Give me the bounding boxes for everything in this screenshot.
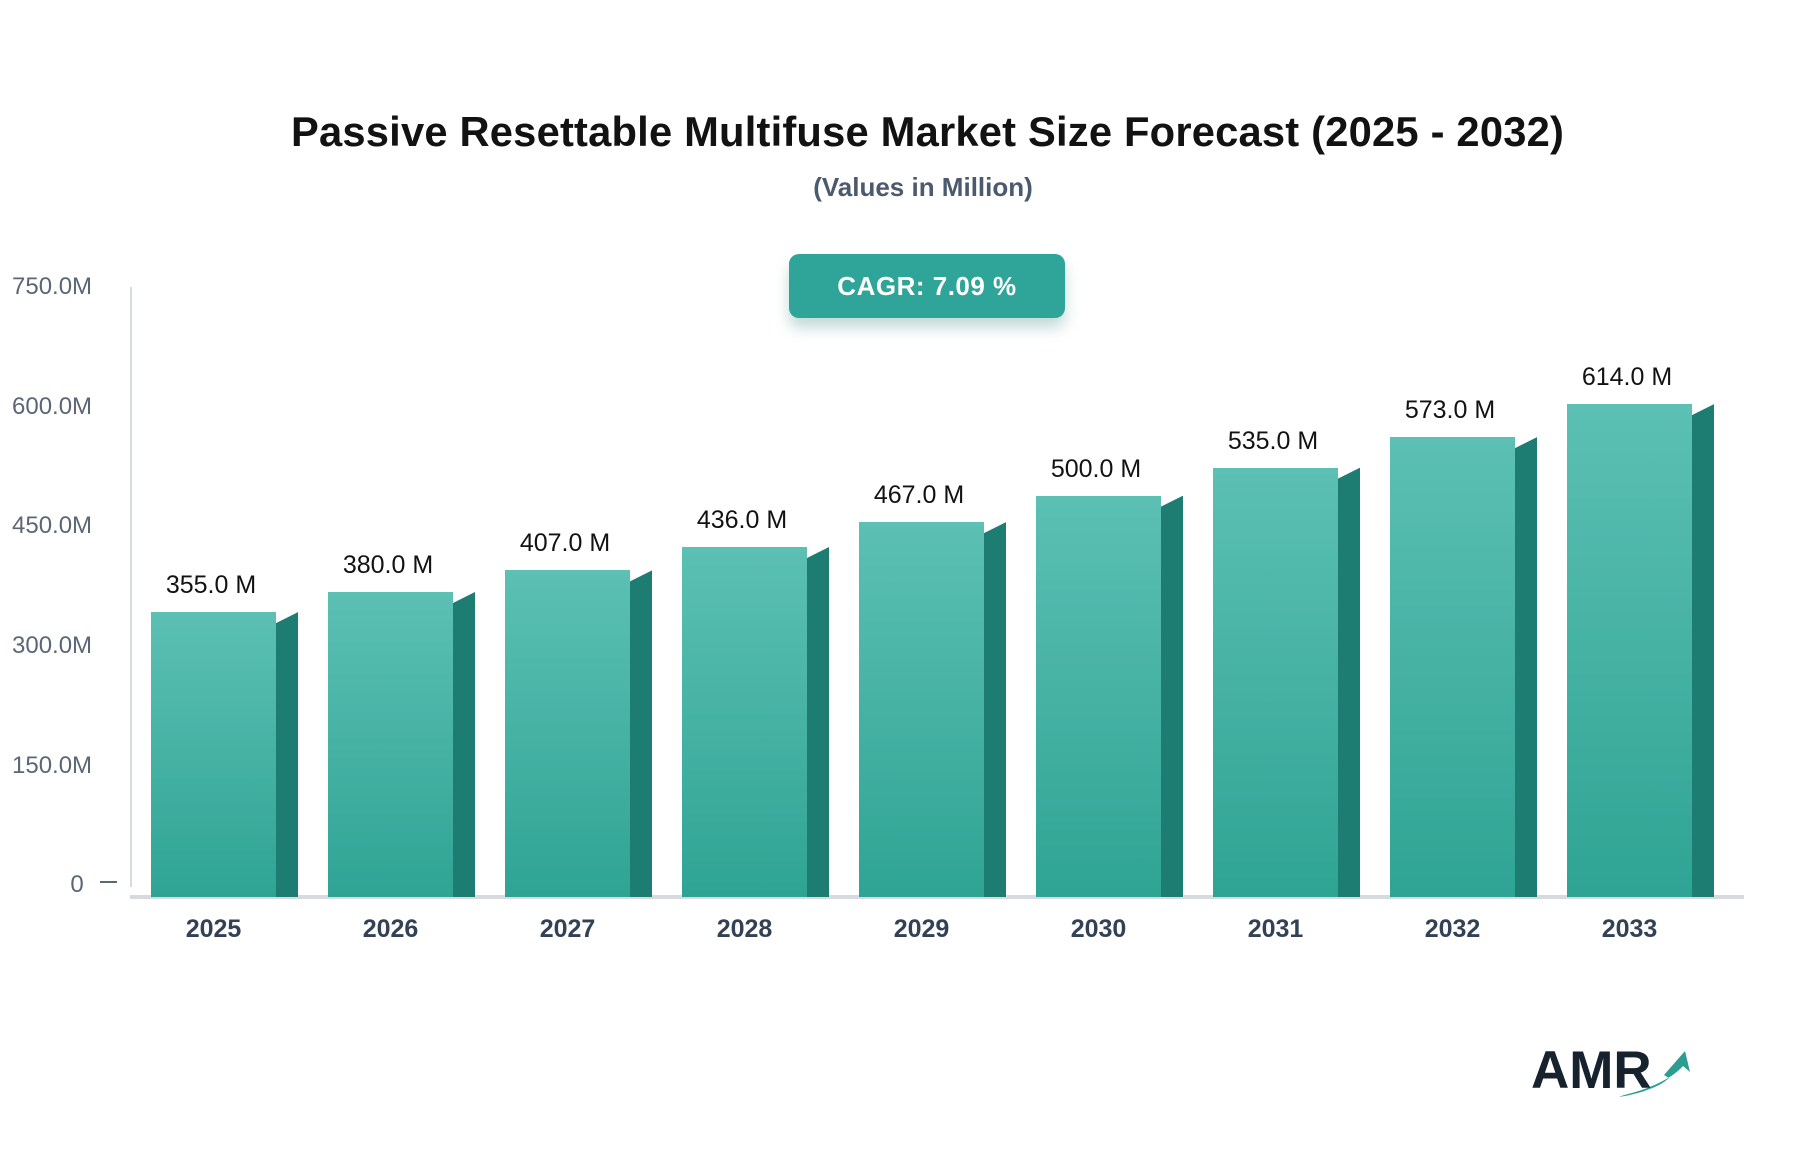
svg-text:AMR: AMR (1531, 1041, 1652, 1100)
